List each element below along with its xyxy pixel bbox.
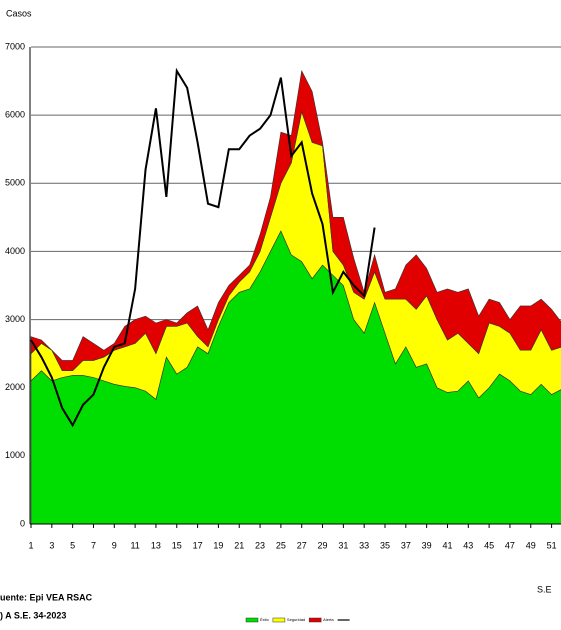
y-tick-label: 1000 (5, 450, 25, 460)
x-tick-label: 1 (28, 540, 33, 550)
x-axis-label: S.E (537, 584, 552, 594)
x-tick-label: 25 (276, 540, 286, 550)
x-tick-label: 15 (172, 540, 182, 550)
legend-label: Éxito (260, 617, 270, 622)
y-tick-label: 0 (20, 518, 25, 528)
x-tick-label: 13 (151, 540, 161, 550)
x-tick-label: 11 (130, 540, 139, 550)
y-tick-label: 4000 (5, 246, 25, 256)
x-tick-label: 23 (255, 540, 265, 550)
area (30, 69, 561, 371)
legend-swatch (272, 617, 286, 623)
legend-label: Alerta (323, 617, 334, 622)
legend-swatch (308, 617, 322, 623)
legend-swatch (245, 617, 259, 623)
x-tick-label: 29 (318, 540, 328, 550)
x-tick-label: 35 (380, 540, 390, 550)
x-tick-label: 19 (213, 540, 223, 550)
x-tick-label: 45 (484, 540, 494, 550)
x-tick-label: 51 (547, 540, 557, 550)
y-tick-label: 2000 (5, 382, 25, 392)
x-tick-label: 27 (297, 540, 307, 550)
legend-label: Seguridad (287, 617, 305, 622)
x-tick-label: 17 (193, 540, 203, 550)
x-tick-label: 47 (505, 540, 515, 550)
x-tick-label: 7 (91, 540, 96, 550)
x-tick-label: 5 (70, 540, 75, 550)
y-axis-label: Casos (6, 8, 32, 18)
x-tick-label: 9 (112, 540, 117, 550)
y-tick-label: 6000 (5, 110, 25, 120)
x-tick-label: 39 (422, 540, 432, 550)
note: ) A S.E. 34-2023 (0, 610, 66, 620)
line (30, 67, 376, 428)
source: uente: Epi VEA RSAC (0, 592, 93, 602)
x-tick-label: 41 (442, 540, 452, 550)
x-tick-label: 37 (401, 540, 411, 550)
x-tick-label: 49 (526, 540, 536, 550)
x-tick-label: 31 (338, 540, 348, 550)
x-tick-label: 3 (49, 540, 54, 550)
x-tick-label: 33 (359, 540, 369, 550)
y-tick-label: 7000 (5, 41, 25, 51)
x-tick-label: 43 (463, 540, 473, 550)
x-tick-label: 21 (234, 540, 244, 550)
y-tick-label: 3000 (5, 314, 25, 324)
y-tick-label: 5000 (5, 178, 25, 188)
